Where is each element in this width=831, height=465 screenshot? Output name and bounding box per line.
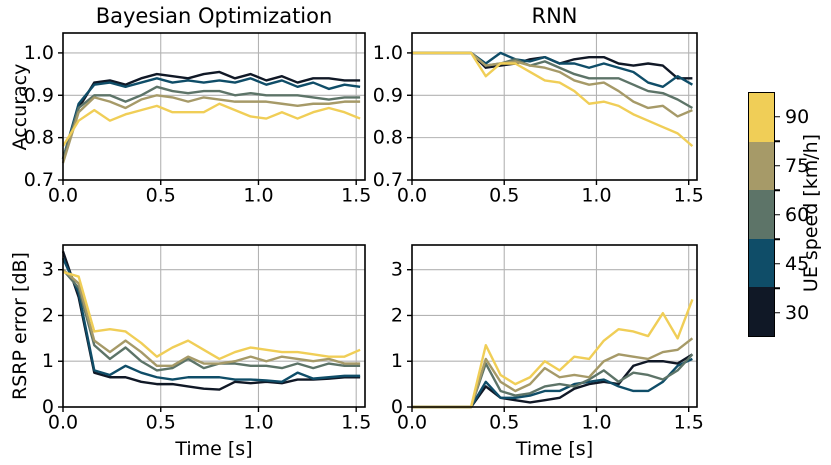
subplot-bo-rsrp-error: 0.0 0.5 1.0 1.5 0 1 2 3 xyxy=(42,244,371,434)
line-series-90 xyxy=(412,51,694,148)
y-tick-label: 0.7 xyxy=(24,169,54,191)
colorbar-ticks: 90 75 60 45 30 xyxy=(775,92,831,337)
y-tick-label: 3 xyxy=(42,259,54,281)
subplot-rnn-rsrp-error: 0.0 0.5 1.0 1.5 0 1 2 3 xyxy=(391,244,704,434)
colorbar-band-60 xyxy=(749,190,774,239)
subplot-rnn-accuracy: 0.0 0.5 1.0 1.5 0.7 0.8 0.9 1.0 xyxy=(373,32,704,207)
chart-canvas: 0.0 0.5 1.0 1.5 0 1 2 3 xyxy=(42,244,371,434)
y-tick-label: 1 xyxy=(391,350,403,372)
line-series-60 xyxy=(61,85,361,160)
y-tick-label: 3 xyxy=(391,259,403,281)
colorbar-tick xyxy=(775,311,780,314)
y-tick-label: 0.7 xyxy=(373,169,403,191)
colorbar-band-45 xyxy=(749,238,774,288)
y-tick-label: 0 xyxy=(391,396,403,418)
y-tick-label: 0.9 xyxy=(24,84,54,106)
axes-frame xyxy=(411,244,698,408)
colorbar xyxy=(748,92,775,337)
x-tick-label: 0.0 xyxy=(48,412,78,434)
colorbar-boundary-tick xyxy=(775,140,780,142)
colorbar-band-75 xyxy=(749,141,774,191)
x-tick-label: 1.0 xyxy=(581,412,611,434)
x-axis-label-time-right: Time [s] xyxy=(515,438,594,460)
colorbar-boundary-tick xyxy=(775,287,780,289)
colorbar-band-30 xyxy=(749,287,774,336)
axes-frame xyxy=(62,244,366,408)
x-tick-label: 1.0 xyxy=(243,185,273,207)
x-tick-label: 0.0 xyxy=(397,185,427,207)
colorbar-tick xyxy=(775,213,780,216)
x-tick-label: 0.5 xyxy=(489,185,519,207)
y-tick-label: 1.0 xyxy=(24,42,54,64)
y-tick-label: 0.8 xyxy=(373,127,403,149)
y-tick-label: 1 xyxy=(42,350,54,372)
x-tick-label: 1.0 xyxy=(581,185,611,207)
colorbar-tick xyxy=(775,262,780,265)
colorbar-tick-label-75: 75 xyxy=(785,154,810,177)
line-series-60 xyxy=(62,268,361,372)
chart-canvas: 0.0 0.5 1.0 1.5 0.7 0.8 0.9 1.0 xyxy=(24,32,371,207)
x-axis-label-time-left: Time [s] xyxy=(175,438,253,460)
x-tick-label: 0.5 xyxy=(146,412,176,434)
x-tick-label: 0.0 xyxy=(48,185,78,207)
line-series-90 xyxy=(62,270,361,361)
colorbar-tick-label-90: 90 xyxy=(785,105,810,128)
line-series-30 xyxy=(412,353,694,409)
x-tick-label: 0.5 xyxy=(146,185,176,207)
colorbar-boundary-tick xyxy=(775,189,780,191)
line-series-75 xyxy=(61,94,361,164)
x-tick-label: 1.0 xyxy=(243,412,273,434)
subplot-title-rnn: RNN xyxy=(531,4,578,28)
line-series-75 xyxy=(62,268,361,368)
line-series-90 xyxy=(61,102,361,147)
axes-frame xyxy=(62,32,366,181)
y-axis-label-rsrp-error: RSRP error [dB] xyxy=(9,252,31,400)
line-series-45 xyxy=(61,77,361,160)
chart-canvas: 0.0 0.5 1.0 1.5 0.7 0.8 0.9 1.0 xyxy=(373,32,704,207)
line-series-45 xyxy=(61,257,361,384)
colorbar-boundary-tick xyxy=(775,238,780,240)
subplot-bo-accuracy: 0.0 0.5 1.0 1.5 0.7 0.8 0.9 1.0 xyxy=(24,32,371,207)
axes-frame xyxy=(411,32,698,181)
colorbar-label: UE speed [km/h] xyxy=(800,133,822,293)
line-series-75 xyxy=(412,337,694,409)
colorbar-tick-label-45: 45 xyxy=(785,252,810,275)
colorbar-tick-label-30: 30 xyxy=(785,301,810,324)
subplot-title-bayesian-optimization: Bayesian Optimization xyxy=(95,4,333,28)
colorbar-tick xyxy=(775,164,780,167)
x-tick-label: 1.5 xyxy=(674,185,704,207)
y-tick-label: 2 xyxy=(391,304,403,326)
y-tick-label: 2 xyxy=(42,304,54,326)
colorbar-tick xyxy=(775,115,780,118)
y-tick-label: 0.9 xyxy=(373,84,403,106)
line-series-75 xyxy=(412,51,693,118)
x-tick-label: 0.0 xyxy=(397,412,427,434)
colorbar-band-90 xyxy=(749,93,774,142)
y-tick-label: 0.8 xyxy=(24,127,54,149)
y-tick-label: 0 xyxy=(42,396,54,418)
colorbar-tick-label-60: 60 xyxy=(785,203,810,226)
line-series-30 xyxy=(61,251,361,391)
x-tick-label: 1.5 xyxy=(674,412,704,434)
chart-canvas: 0.0 0.5 1.0 1.5 0 1 2 3 xyxy=(391,244,704,434)
x-tick-label: 1.5 xyxy=(341,412,371,434)
y-tick-label: 1.0 xyxy=(373,42,403,64)
line-series-30 xyxy=(61,70,361,160)
x-tick-label: 0.5 xyxy=(489,412,519,434)
x-tick-label: 1.5 xyxy=(341,185,371,207)
